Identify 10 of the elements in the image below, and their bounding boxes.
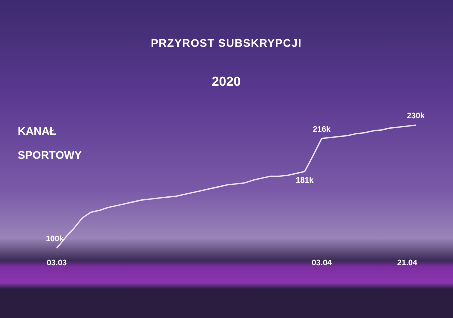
- data-label: 100k: [46, 234, 64, 244]
- x-tick-label: 03.04: [312, 258, 333, 268]
- data-label: 230k: [407, 112, 426, 121]
- x-tick-label: 21.04: [397, 258, 418, 268]
- annotation: KANAŁ SPORTOWY: [18, 125, 83, 164]
- data-label: 216k: [313, 124, 332, 134]
- chart-title: PRZYROST SUBSKRYPCJI: [150, 38, 303, 50]
- data-label: 181k: [296, 176, 314, 185]
- chart-subtitle: 2020: [211, 74, 242, 89]
- x-tick-label: 03.03: [46, 258, 68, 268]
